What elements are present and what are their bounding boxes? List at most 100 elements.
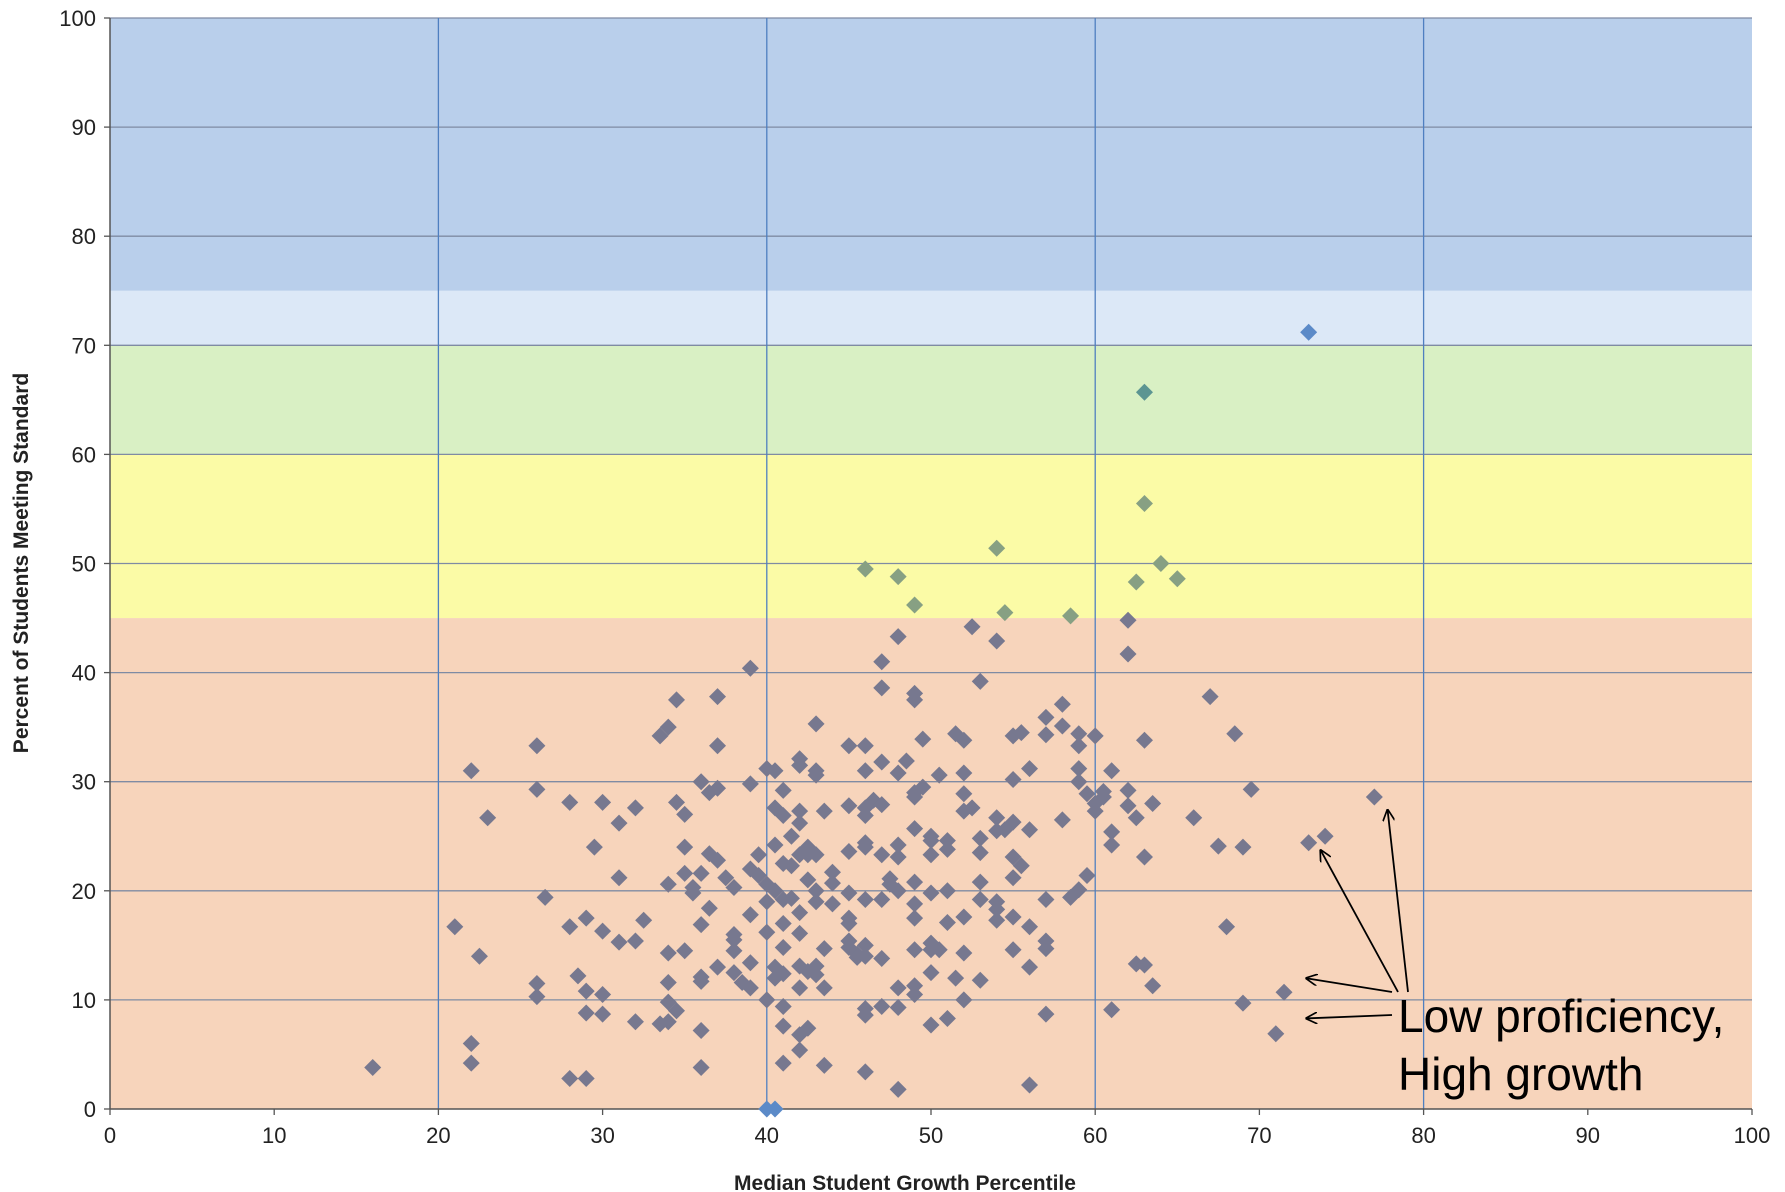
data-point-177 xyxy=(889,1080,907,1098)
data-point-123 xyxy=(807,766,825,784)
data-point-170 xyxy=(889,628,907,646)
data-point-61 xyxy=(709,779,727,797)
data-point-65 xyxy=(725,879,743,897)
data-point-154 xyxy=(856,947,874,965)
data-point-174 xyxy=(889,882,907,900)
data-point-129 xyxy=(815,802,833,820)
data-point-37 xyxy=(659,973,677,991)
data-point-153 xyxy=(856,936,874,954)
data-point-137 xyxy=(840,797,858,815)
data-point-165 xyxy=(873,891,891,909)
data-point-256 xyxy=(1053,717,1071,735)
data-point-62 xyxy=(709,851,727,869)
data-point-75 xyxy=(741,954,759,972)
data-point-191 xyxy=(906,596,924,614)
data-point-277 xyxy=(1119,645,1137,663)
data-point-201 xyxy=(922,1016,940,1034)
band-4 xyxy=(110,18,1752,291)
data-point-190 xyxy=(906,985,924,1003)
data-point-300 xyxy=(1267,1025,1285,1043)
y-tick-label-3: 30 xyxy=(72,770,96,795)
data-point-247 xyxy=(1021,958,1039,976)
data-point-210 xyxy=(947,969,965,987)
data-point-141 xyxy=(840,915,858,933)
data-point-101 xyxy=(774,1054,792,1072)
data-point-113 xyxy=(791,979,809,997)
data-point-183 xyxy=(906,788,924,806)
data-point-286 xyxy=(1135,494,1153,512)
data-point-216 xyxy=(955,944,973,962)
data-point-215 xyxy=(955,908,973,926)
data-point-255 xyxy=(1053,695,1071,713)
data-point-138 xyxy=(840,843,858,861)
data-point-156 xyxy=(856,1006,874,1024)
data-point-35 xyxy=(659,875,677,893)
data-point-15 xyxy=(569,967,587,985)
data-point-48 xyxy=(684,884,702,902)
data-point-207 xyxy=(938,913,956,931)
data-point-71 xyxy=(741,659,759,677)
data-point-106 xyxy=(791,756,809,774)
data-point-103 xyxy=(782,857,800,875)
data-point-115 xyxy=(791,1041,809,1059)
data-point-111 xyxy=(791,924,809,942)
data-point-110 xyxy=(791,904,809,922)
y-tick-label-6: 60 xyxy=(72,442,96,467)
data-point-28 xyxy=(626,799,644,817)
data-point-26 xyxy=(610,869,628,887)
y-tick-label-8: 80 xyxy=(72,224,96,249)
data-point-290 xyxy=(1152,555,1170,572)
band-1 xyxy=(110,454,1752,619)
data-point-5 xyxy=(470,947,488,965)
data-point-178 xyxy=(889,568,907,586)
annotation-arrow-0 xyxy=(1320,849,1399,993)
data-point-260 xyxy=(1070,725,1088,743)
data-point-126 xyxy=(807,893,825,911)
data-point-151 xyxy=(856,838,874,856)
data-point-124 xyxy=(807,846,825,864)
data-point-43 xyxy=(676,805,694,823)
data-point-87 xyxy=(766,836,784,854)
data-point-226 xyxy=(988,632,1006,650)
data-point-147 xyxy=(856,762,874,780)
data-point-85 xyxy=(766,762,784,780)
data-point-12 xyxy=(561,793,579,811)
y-tick-label-4: 40 xyxy=(72,661,96,686)
y-tick-label-10: 100 xyxy=(59,6,96,31)
data-point-263 xyxy=(1070,773,1088,791)
data-point-54 xyxy=(692,1021,710,1039)
data-point-303 xyxy=(1316,827,1334,845)
data-point-127 xyxy=(807,957,825,975)
x-tick-label-7: 70 xyxy=(1247,1123,1271,1148)
data-point-77 xyxy=(750,846,768,864)
data-point-74 xyxy=(741,906,759,924)
data-point-30 xyxy=(626,1013,644,1031)
data-point-139 xyxy=(840,884,858,902)
data-point-53 xyxy=(692,972,710,990)
data-point-233 xyxy=(996,604,1014,622)
data-point-161 xyxy=(873,679,891,697)
data-point-272 xyxy=(1103,762,1121,780)
data-point-278 xyxy=(1119,781,1137,799)
data-point-46 xyxy=(676,942,694,960)
data-point-282 xyxy=(1127,573,1145,591)
data-point-132 xyxy=(815,1056,833,1074)
data-point-243 xyxy=(1012,857,1030,875)
data-point-45 xyxy=(676,864,694,882)
data-point-304 xyxy=(1365,788,1383,806)
data-point-6 xyxy=(479,809,497,827)
data-point-91 xyxy=(766,1100,784,1118)
data-point-108 xyxy=(791,814,809,832)
data-point-4 xyxy=(462,1054,480,1072)
band-3 xyxy=(110,290,1752,346)
x-axis-title: Median Student Growth Percentile xyxy=(734,1172,1076,1192)
data-point-10 xyxy=(528,988,546,1006)
data-point-176 xyxy=(889,999,907,1017)
data-point-81 xyxy=(758,893,776,911)
data-point-67 xyxy=(725,931,743,949)
data-point-206 xyxy=(938,882,956,900)
data-point-246 xyxy=(1021,918,1039,936)
data-point-69 xyxy=(725,964,743,982)
data-point-83 xyxy=(758,991,776,1009)
data-point-241 xyxy=(1004,941,1022,959)
